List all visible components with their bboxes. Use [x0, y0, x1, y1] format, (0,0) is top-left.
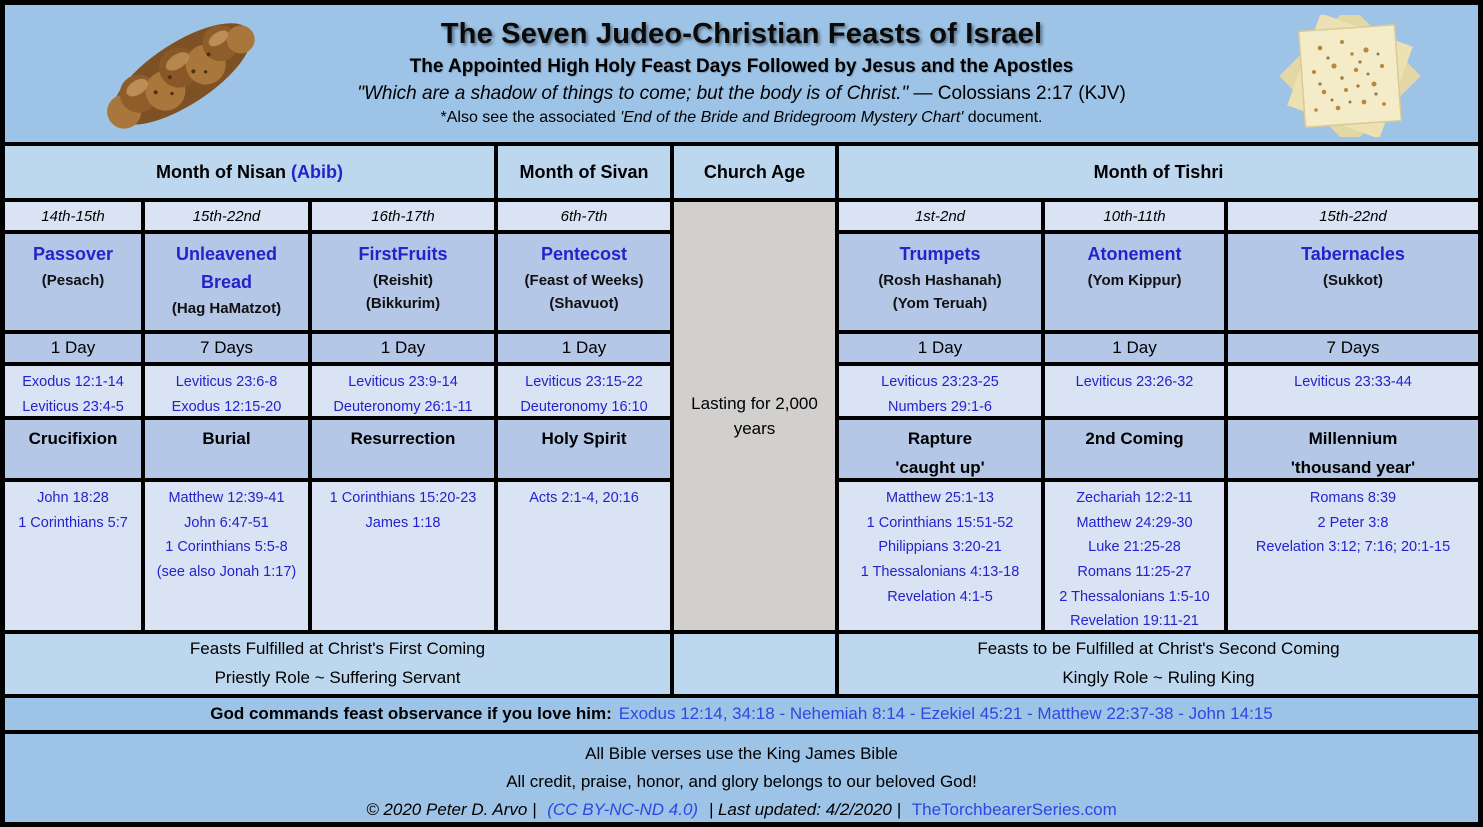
first-coming-summary: Feasts Fulfilled at Christ's First Comin…	[5, 634, 670, 694]
fulfillment-label: Resurrection	[312, 420, 494, 478]
kjv-note: All Bible verses use the King James Bibl…	[585, 744, 898, 763]
fulfillment-label: 2nd Coming	[1045, 420, 1224, 478]
feast-dates: 15th-22nd	[1228, 202, 1478, 230]
feast-dates: 1st-2nd	[839, 202, 1041, 230]
page-title: The Seven Judeo-Christian Feasts of Isra…	[440, 18, 1043, 50]
feast-duration: 7 Days	[145, 334, 308, 362]
footer: All Bible verses use the King James Bibl…	[5, 734, 1478, 822]
fulfillment-label: Crucifixion	[5, 420, 141, 478]
associated-document-note: *Also see the associated 'End of the Bri…	[440, 109, 1043, 126]
nt-references: 1 Corinthians 15:20-23 James 1:18	[312, 482, 494, 630]
feast-name-cell: Passover (Pesach)	[5, 234, 141, 330]
feast-command-band: God commands feast observance if you lov…	[5, 698, 1478, 730]
license-link[interactable]: (CC BY-NC-ND 4.0)	[547, 800, 699, 820]
feast-duration: 1 Day	[1045, 334, 1224, 362]
feast-hebrew-names: (Reishit) (Bikkurim)	[365, 271, 441, 313]
colossians-quote: "Which are a shadow of things to come; b…	[5, 83, 1478, 105]
feast-name-cell: Trumpets (Rosh Hashanah) (Yom Teruah)	[839, 234, 1041, 330]
feast-duration: 1 Day	[5, 334, 141, 362]
feast-hebrew-names: (Feast of Weeks) (Shavuot)	[524, 271, 644, 313]
torah-references: Leviticus 23:26-32	[1045, 366, 1224, 416]
feast-name: Pentecost	[540, 244, 628, 264]
torah-references: Leviticus 23:23-25 Numbers 29:1-6	[839, 366, 1041, 416]
fulfillment-label: Millennium 'thousand year'	[1228, 420, 1478, 478]
nt-references: Matthew 25:1-13 1 Corinthians 15:51-52 P…	[839, 482, 1041, 630]
feast-name: Passover	[32, 244, 114, 264]
feast-hebrew-names: (Hag HaMatzot)	[171, 299, 282, 317]
nt-references: John 18:28 1 Corinthians 5:7	[5, 482, 141, 630]
feast-name: Trumpets	[899, 244, 981, 264]
feast-dates: 14th-15th	[5, 202, 141, 230]
torah-references: Leviticus 23:6-8 Exodus 12:15-20	[145, 366, 308, 416]
credit-line: All credit, praise, honor, and glory bel…	[506, 772, 977, 792]
feast-duration: 1 Day	[839, 334, 1041, 362]
church-age-header: Church Age	[674, 146, 835, 198]
quote-attribution: — Colossians 2:17 (KJV)	[913, 83, 1126, 104]
torah-references: Exodus 12:1-14 Leviticus 23:4-5	[5, 366, 141, 416]
church-age-spacer-cell	[674, 634, 835, 694]
feast-name-cell: Pentecost (Feast of Weeks) (Shavuot)	[498, 234, 670, 330]
command-references: Exodus 12:14, 34:18 - Nehemiah 8:14 - Ez…	[618, 704, 1273, 723]
quote-text: "Which are a shadow of things to come; b…	[357, 83, 909, 104]
feast-name-cell: Tabernacles (Sukkot)	[1228, 234, 1478, 330]
abib-accent: (Abib)	[291, 161, 343, 182]
feast-hebrew-names: (Yom Kippur)	[1087, 271, 1182, 289]
fulfillment-label: Holy Spirit	[498, 420, 670, 478]
command-label: God commands feast observance if you lov…	[210, 704, 612, 723]
feast-dates: 15th-22nd	[145, 202, 308, 230]
feast-dates: 16th-17th	[312, 202, 494, 230]
feast-name: Tabernacles	[1301, 244, 1405, 264]
feast-name: FirstFruits	[358, 244, 448, 264]
church-age-duration: Lasting for 2,000 years	[674, 202, 835, 630]
nt-references: Zechariah 12:2-11 Matthew 24:29-30 Luke …	[1045, 482, 1224, 630]
feast-name-cell: Atonement (Yom Kippur)	[1045, 234, 1224, 330]
feast-name-cell: FirstFruits (Reishit) (Bikkurim)	[312, 234, 494, 330]
feast-name-cell: Unleavened Bread (Hag HaMatzot)	[145, 234, 308, 330]
feast-duration: 1 Day	[498, 334, 670, 362]
fulfillment-label: Rapture 'caught up'	[839, 420, 1041, 478]
torah-references: Leviticus 23:9-14 Deuteronomy 26:1-11	[312, 366, 494, 416]
nt-references: Matthew 12:39-41 John 6:47-51 1 Corinthi…	[145, 482, 308, 630]
torah-references: Leviticus 23:33-44	[1228, 366, 1478, 416]
second-coming-summary: Feasts to be Fulfilled at Christ's Secon…	[839, 634, 1478, 694]
feast-dates: 10th-11th	[1045, 202, 1224, 230]
copyright-line: © 2020 Peter D. Arvo | (CC BY-NC-ND 4.0)…	[5, 796, 1478, 822]
feast-name: Unleavened Bread	[175, 244, 278, 292]
feast-hebrew-names: (Pesach)	[41, 271, 105, 289]
associated-document-name: 'End of the Bride and Bridegroom Mystery…	[620, 109, 964, 126]
nt-references: Acts 2:1-4, 20:16	[498, 482, 670, 630]
fulfillment-label: Burial	[145, 420, 308, 478]
matzah-image	[1270, 5, 1438, 147]
feast-table: Month of Nisan (Abib) Month of Sivan Chu…	[5, 142, 1478, 734]
nt-references: Romans 8:39 2 Peter 3:8 Revelation 3:12;…	[1228, 482, 1478, 630]
feast-duration: 7 Days	[1228, 334, 1478, 362]
feast-hebrew-names: (Rosh Hashanah) (Yom Teruah)	[878, 271, 1002, 313]
page-subtitle: The Appointed High Holy Feast Days Follo…	[409, 56, 1074, 77]
month-header-sivan: Month of Sivan	[498, 146, 670, 198]
challah-bread-image	[95, 15, 270, 138]
feast-hebrew-names: (Sukkot)	[1323, 271, 1383, 289]
feast-duration: 1 Day	[312, 334, 494, 362]
header-band: The Seven Judeo-Christian Feasts of Isra…	[5, 5, 1478, 147]
updated-text: | Last updated: 4/2/2020 |	[708, 800, 902, 820]
month-header-tishri: Month of Tishri	[839, 146, 1478, 198]
copyright-text: © 2020 Peter D. Arvo |	[366, 800, 537, 820]
torah-references: Leviticus 23:15-22 Deuteronomy 16:10	[498, 366, 670, 416]
month-header-nisan: Month of Nisan (Abib)	[5, 146, 494, 198]
feast-dates: 6th-7th	[498, 202, 670, 230]
feast-name: Atonement	[1087, 244, 1182, 264]
website-link[interactable]: TheTorchbearerSeries.com	[911, 800, 1117, 820]
